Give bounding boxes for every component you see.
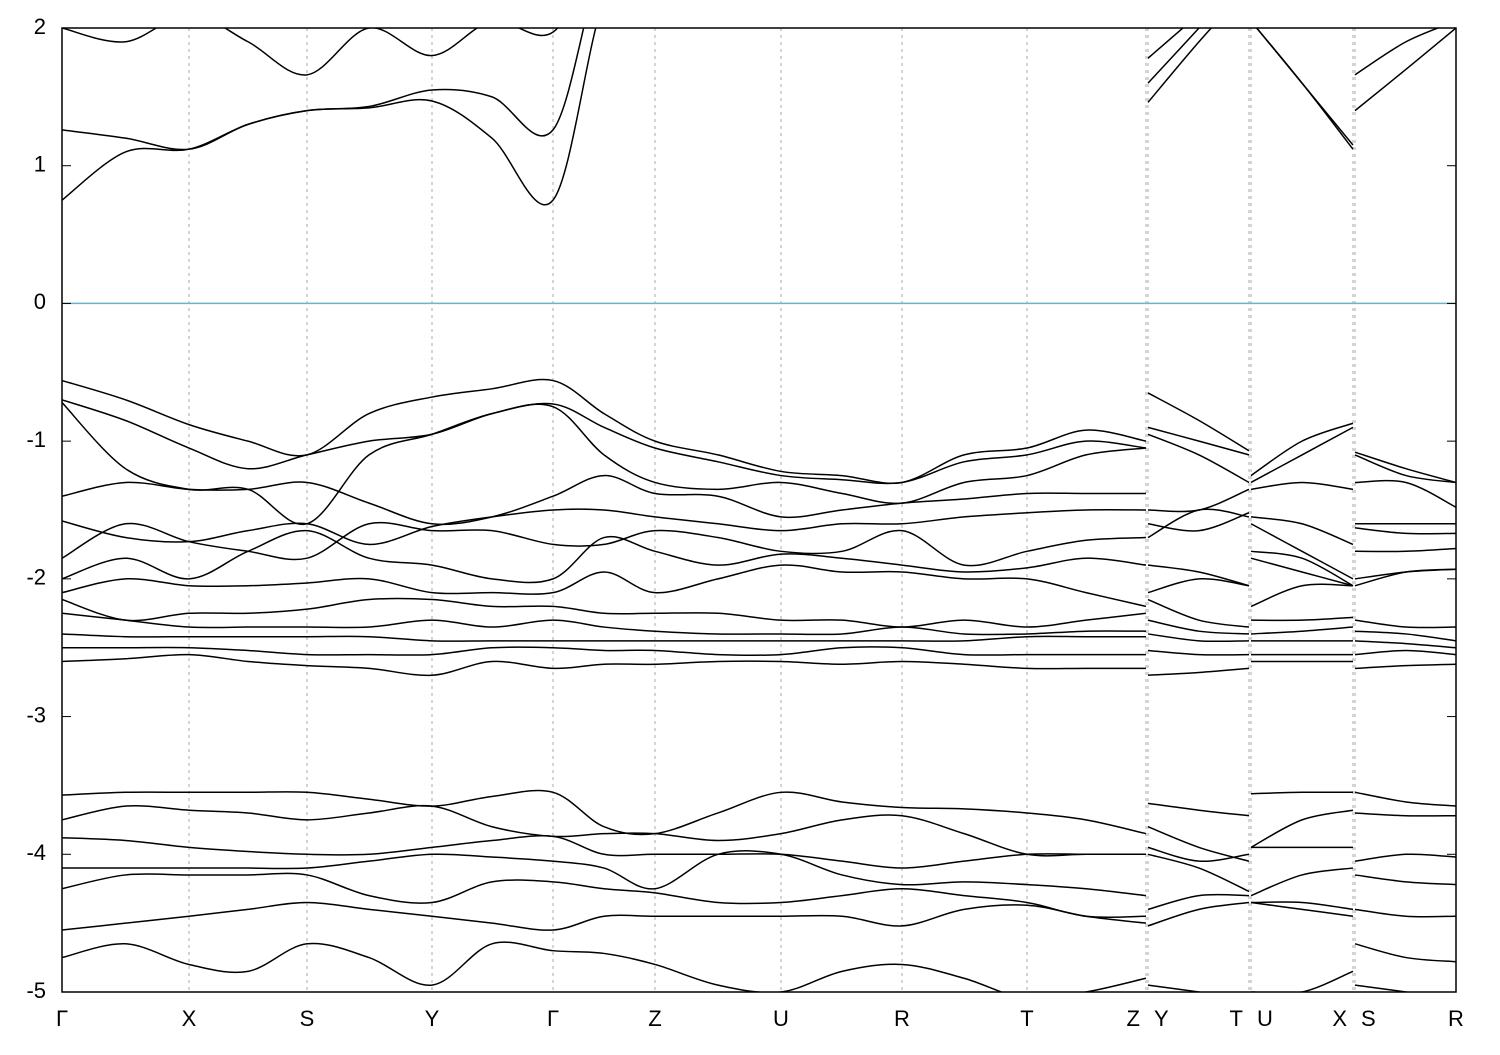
x-tick-label: R bbox=[1448, 1006, 1464, 1031]
band-line bbox=[62, 474, 1456, 546]
band-line bbox=[62, 646, 1456, 657]
band-line bbox=[62, 597, 1456, 629]
x-tick-label: S bbox=[300, 1006, 315, 1031]
x-tick-label: Y bbox=[1154, 1006, 1169, 1031]
band-line bbox=[62, 901, 1456, 963]
x-tick-label: Γ bbox=[56, 1006, 68, 1031]
x-tick-label: U bbox=[1257, 1006, 1273, 1031]
band-line bbox=[62, 850, 1456, 897]
y-tick-label: -5 bbox=[26, 978, 46, 1003]
x-tick-label: Γ bbox=[547, 1006, 559, 1031]
band-line bbox=[62, 508, 1456, 580]
band-line bbox=[62, 653, 1456, 677]
y-tick-label: -1 bbox=[26, 427, 46, 452]
y-tick-label: 1 bbox=[34, 152, 46, 177]
bands bbox=[62, 28, 1456, 992]
x-tick-label: X bbox=[182, 1006, 197, 1031]
band-line bbox=[62, 804, 1456, 862]
x-tick-label: X bbox=[1332, 1006, 1347, 1031]
band-line bbox=[62, 402, 1456, 526]
band-line bbox=[62, 399, 1456, 485]
y-tick-label: -3 bbox=[26, 702, 46, 727]
band-line bbox=[62, 28, 1185, 76]
band-line bbox=[62, 789, 1456, 836]
x-tick-label: T bbox=[1230, 1006, 1243, 1031]
grid bbox=[62, 28, 1456, 992]
y-tick-label: -4 bbox=[26, 840, 46, 865]
x-tick-label: R bbox=[894, 1006, 910, 1031]
band-line bbox=[62, 564, 1456, 608]
x-tick-label: Y bbox=[425, 1006, 440, 1031]
plot-frame bbox=[61, 27, 1457, 993]
band-line bbox=[62, 872, 1456, 919]
x-tick-label: Z bbox=[1127, 1006, 1140, 1031]
y-tick-label: 0 bbox=[34, 289, 46, 314]
band-line bbox=[62, 941, 1412, 992]
band-line bbox=[62, 28, 1440, 151]
band-line bbox=[62, 612, 1456, 642]
x-tick-label: Z bbox=[648, 1006, 661, 1031]
x-tick-label: S bbox=[1361, 1006, 1376, 1031]
band-line bbox=[62, 529, 1456, 587]
x-tick-label: U bbox=[773, 1006, 789, 1031]
x-tick-label: T bbox=[1020, 1006, 1033, 1031]
band-line bbox=[62, 835, 1456, 869]
y-tick-label: -2 bbox=[26, 565, 46, 590]
band-line bbox=[62, 633, 1456, 649]
band-line bbox=[62, 28, 1456, 206]
y-tick-label: 2 bbox=[34, 14, 46, 39]
band-line bbox=[62, 508, 1456, 587]
band-line bbox=[62, 378, 1456, 484]
